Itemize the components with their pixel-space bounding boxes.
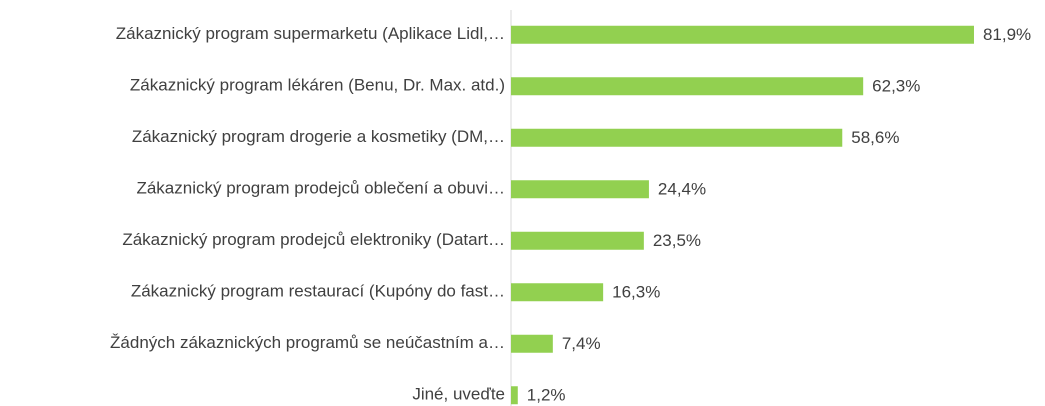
bar: [511, 25, 974, 44]
value-label: 24,4%: [658, 180, 706, 199]
bar: [511, 334, 553, 353]
bar: [511, 283, 604, 302]
value-label: 23,5%: [653, 231, 701, 250]
value-label: 62,3%: [872, 77, 920, 96]
bar: [511, 77, 864, 96]
category-label: Žádných zákaznických programů se neúčast…: [110, 333, 505, 352]
bar: [511, 128, 843, 147]
category-label: Zákaznický program restaurací (Kupóny do…: [131, 282, 505, 301]
value-label: 7,4%: [562, 334, 601, 353]
category-label: Zákaznický program lékáren (Benu, Dr. Ma…: [130, 76, 505, 95]
category-label: Zákaznický program supermarketu (Aplikac…: [116, 24, 505, 43]
category-label: Zákaznický program drogerie a kosmetiky …: [132, 127, 505, 146]
category-label: Zákaznický program prodejců elektroniky …: [122, 230, 505, 249]
value-label: 16,3%: [612, 283, 660, 302]
value-label: 81,9%: [983, 25, 1031, 44]
bar: [511, 386, 518, 405]
bar: [511, 180, 649, 199]
bar: [511, 231, 644, 250]
value-label: 1,2%: [527, 386, 566, 405]
category-label: Zákaznický program prodejců oblečení a o…: [136, 179, 505, 198]
value-label: 58,6%: [851, 128, 899, 147]
category-label: Jiné, uveďte: [412, 385, 505, 404]
